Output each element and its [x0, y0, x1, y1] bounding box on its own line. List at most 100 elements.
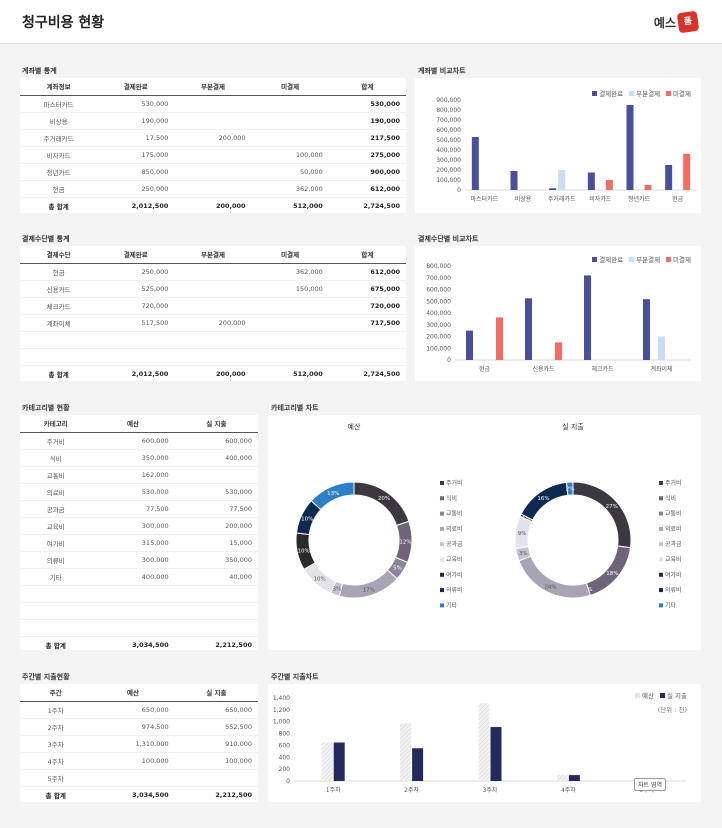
cell-value[interactable] — [174, 769, 258, 787]
cell-value[interactable]: 2,012,500 — [97, 196, 175, 214]
cell-value[interactable]: 200,000 — [174, 364, 252, 382]
cell-value[interactable]: 100,000 — [91, 752, 175, 770]
row-label[interactable]: 여가비 — [20, 534, 92, 552]
cell-value[interactable]: 512,000 — [251, 196, 329, 214]
cell-value[interactable]: 300,000 — [91, 551, 175, 569]
cell-value[interactable]: 100,000 — [174, 752, 258, 770]
cell-value[interactable] — [174, 466, 258, 484]
cell-value[interactable]: 217,500 — [328, 129, 406, 147]
cell-value[interactable]: 717,500 — [328, 314, 406, 332]
cell-value[interactable] — [91, 602, 175, 620]
row-label[interactable]: 총 합계 — [20, 364, 98, 382]
cell-value[interactable]: 530,000 — [91, 483, 175, 501]
row-label[interactable] — [20, 602, 92, 620]
row-label[interactable]: 총 합계 — [20, 785, 92, 803]
cell-value[interactable]: 530,000 — [328, 95, 406, 113]
row-label[interactable] — [20, 585, 92, 603]
cell-value[interactable]: 525,000 — [97, 280, 175, 298]
cell-value[interactable] — [251, 129, 329, 147]
row-label[interactable]: 주거비 — [20, 432, 92, 450]
cell-value[interactable]: 612,000 — [328, 263, 406, 281]
cell-value[interactable]: 200,000 — [174, 196, 252, 214]
cell-value[interactable] — [174, 112, 252, 130]
cell-value[interactable]: 2,212,500 — [174, 785, 258, 803]
cell-value[interactable]: 40,000 — [174, 568, 258, 586]
cell-value[interactable]: 17,500 — [97, 129, 175, 147]
row-label[interactable]: 교육비 — [20, 517, 92, 535]
row-label[interactable]: 계좌이체 — [20, 314, 98, 332]
cell-value[interactable] — [174, 146, 252, 164]
cell-value[interactable]: 250,000 — [97, 263, 175, 281]
cell-value[interactable]: 3,034,500 — [91, 785, 175, 803]
cell-value[interactable]: 250,000 — [97, 180, 175, 198]
cell-value[interactable]: 2,724,500 — [328, 196, 406, 214]
cell-value[interactable] — [91, 585, 175, 603]
cell-value[interactable]: 2,724,500 — [328, 364, 406, 382]
cell-value[interactable]: 275,000 — [328, 146, 406, 164]
cell-value[interactable] — [251, 112, 329, 130]
cell-value[interactable] — [251, 314, 329, 332]
cell-value[interactable] — [91, 769, 175, 787]
row-label[interactable]: 비자카드 — [20, 146, 98, 164]
cell-value[interactable]: 77,500 — [91, 500, 175, 518]
row-label[interactable]: 비상용 — [20, 112, 98, 130]
cell-value[interactable]: 200,000 — [174, 314, 252, 332]
row-label[interactable]: 식비 — [20, 449, 92, 467]
cell-value[interactable] — [174, 602, 258, 620]
cell-value[interactable]: 362,000 — [251, 263, 329, 281]
cell-value[interactable]: 190,000 — [97, 112, 175, 130]
cell-value[interactable]: 650,000 — [174, 701, 258, 719]
cell-value[interactable]: 2,212,500 — [174, 635, 258, 653]
cell-value[interactable]: 600,000 — [174, 432, 258, 450]
cell-value[interactable] — [174, 331, 252, 349]
cell-value[interactable]: 675,000 — [328, 280, 406, 298]
cell-value[interactable]: 3,034,500 — [91, 635, 175, 653]
category-chart-panel[interactable]: 예산 20% 12% 5% 17% 3% 10% 10% 10% 13% 주거비 식비 교통비 의료비 공과… — [268, 415, 701, 650]
row-label[interactable]: 주거래카드 — [20, 129, 98, 147]
cell-value[interactable] — [328, 348, 406, 366]
cell-value[interactable]: 650,000 — [91, 701, 175, 719]
cell-value[interactable]: 150,000 — [251, 280, 329, 298]
row-label[interactable]: 1주차 — [20, 701, 92, 719]
row-label[interactable]: 현금 — [20, 180, 98, 198]
cell-value[interactable] — [174, 348, 252, 366]
weekly-chart-panel[interactable]: 예산 실 지출 (단위 : 천) 1,400 1,200 1,000 800 600 400… — [268, 684, 701, 802]
row-label[interactable] — [20, 331, 98, 349]
cell-value[interactable]: 530,000 — [97, 95, 175, 113]
row-label[interactable]: 2주차 — [20, 718, 92, 736]
cell-value[interactable] — [174, 95, 252, 113]
cell-value[interactable]: 552,500 — [174, 718, 258, 736]
cell-value[interactable]: 200,000 — [174, 517, 258, 535]
cell-value[interactable] — [251, 331, 329, 349]
row-label[interactable]: 의료비 — [20, 483, 92, 501]
account-chart-panel[interactable]: 결제완료 부분결제 미결제 900,000 800,000 700,000 600,000… — [415, 78, 701, 213]
row-label[interactable]: 공과금 — [20, 500, 92, 518]
cell-value[interactable]: 600,000 — [91, 432, 175, 450]
cell-value[interactable]: 900,000 — [328, 163, 406, 181]
cell-value[interactable] — [251, 297, 329, 315]
row-label[interactable]: 기타 — [20, 568, 92, 586]
cell-value[interactable]: 362,000 — [251, 180, 329, 198]
cell-value[interactable] — [251, 348, 329, 366]
cell-value[interactable]: 850,000 — [97, 163, 175, 181]
row-label[interactable]: 4주차 — [20, 752, 92, 770]
cell-value[interactable]: 517,500 — [97, 314, 175, 332]
cell-value[interactable]: 612,000 — [328, 180, 406, 198]
account-bar-chart[interactable]: 900,000 800,000 700,000 600,000 500,000 400,0… — [415, 78, 701, 213]
cell-value[interactable]: 400,000 — [91, 568, 175, 586]
cell-value[interactable] — [91, 619, 175, 637]
cell-value[interactable]: 974,500 — [91, 718, 175, 736]
row-label[interactable]: 신용카드 — [20, 280, 98, 298]
payment-chart-panel[interactable]: 결제완료 부분결제 미결제 800,000 700,000 600,000 500,000… — [415, 246, 701, 381]
row-label[interactable]: 교통비 — [20, 466, 92, 484]
cell-value[interactable]: 530,000 — [174, 483, 258, 501]
cell-value[interactable]: 50,000 — [251, 163, 329, 181]
cell-value[interactable] — [174, 280, 252, 298]
cell-value[interactable]: 15,000 — [174, 534, 258, 552]
cell-value[interactable]: 100,000 — [251, 146, 329, 164]
cell-value[interactable]: 77,500 — [174, 500, 258, 518]
cell-value[interactable] — [174, 263, 252, 281]
cell-value[interactable] — [174, 585, 258, 603]
row-label[interactable]: 현금 — [20, 263, 98, 281]
cell-value[interactable]: 720,000 — [328, 297, 406, 315]
